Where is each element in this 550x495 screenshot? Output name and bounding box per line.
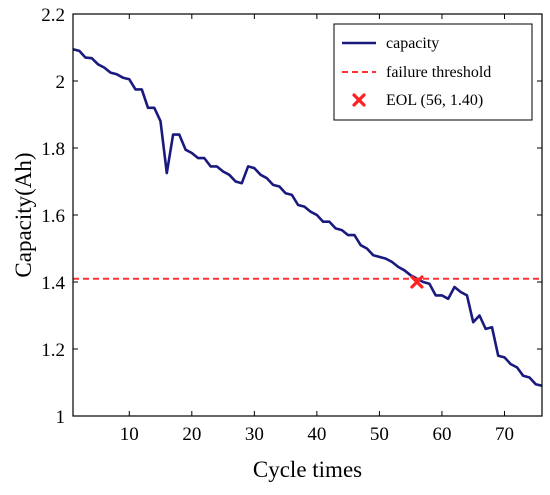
x-axis-title: Cycle times bbox=[253, 457, 362, 482]
legend-label-eol: EOL (56, 1.40) bbox=[386, 92, 483, 109]
x-tick-label: 40 bbox=[307, 424, 326, 445]
y-tick-label: 1 bbox=[56, 407, 66, 428]
x-tick-label: 60 bbox=[432, 424, 451, 445]
legend-swatch-eol-marker bbox=[352, 93, 366, 107]
x-tick-label: 50 bbox=[370, 424, 389, 445]
x-tick-label: 10 bbox=[120, 424, 139, 445]
legend: capacity failure threshold EOL (56, 1.40… bbox=[333, 23, 533, 121]
x-tick-label: 70 bbox=[495, 424, 514, 445]
plot-content bbox=[72, 47, 543, 388]
series-line-capacity bbox=[72, 47, 543, 388]
y-axis-title: Capacity(Ah) bbox=[11, 152, 36, 277]
y-axis-ticks: 1 1.2 1.4 1.6 1.8 2 2.2 bbox=[41, 5, 542, 428]
legend-label-capacity: capacity bbox=[386, 35, 439, 52]
x-tick-label: 30 bbox=[245, 424, 264, 445]
y-tick-label: 1.8 bbox=[41, 139, 65, 160]
y-tick-label: 2.2 bbox=[41, 5, 65, 26]
y-tick-label: 1.2 bbox=[41, 340, 65, 361]
eol-marker bbox=[410, 275, 424, 289]
x-axis-ticks: 10 20 30 40 50 60 70 bbox=[120, 14, 514, 445]
x-tick-label: 20 bbox=[182, 424, 201, 445]
y-tick-label: 1.4 bbox=[41, 273, 65, 294]
legend-label-failure-threshold: failure threshold bbox=[386, 64, 491, 81]
y-tick-label: 2 bbox=[56, 72, 66, 93]
y-tick-label: 1.6 bbox=[41, 206, 65, 227]
